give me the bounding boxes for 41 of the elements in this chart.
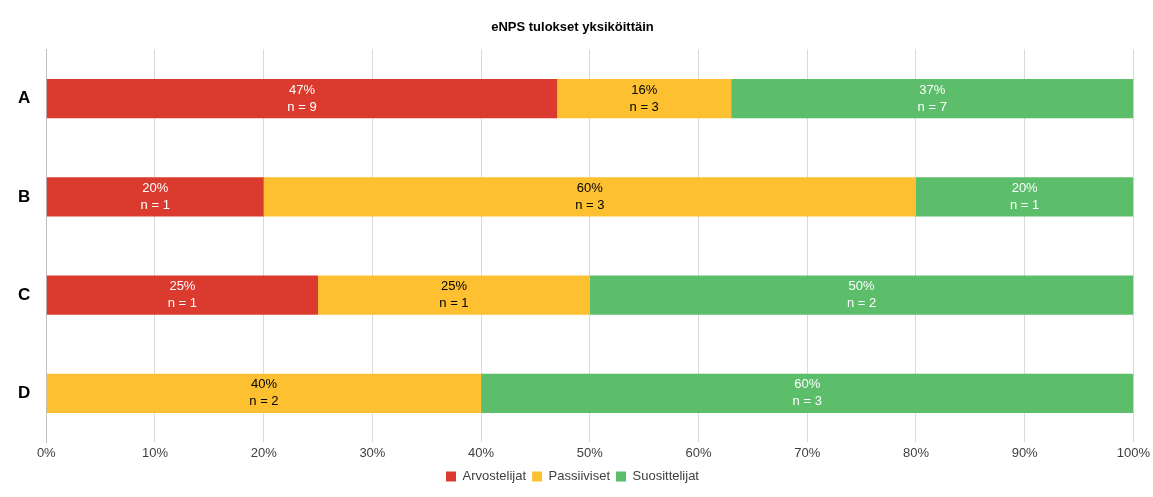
legend-label: Suosittelijat	[632, 468, 700, 484]
bar	[46, 79, 558, 119]
data-label: 47% n = 9	[287, 81, 317, 114]
bar	[46, 275, 319, 315]
bar	[263, 177, 916, 217]
data-label: 60% n = 3	[792, 376, 822, 409]
bar	[46, 373, 482, 413]
y-tick-label: D	[18, 382, 31, 402]
data-label: 50% n = 2	[846, 278, 877, 311]
y-tick-label: A	[18, 88, 31, 108]
legend-label: Passiiviset	[548, 468, 611, 484]
bar	[557, 79, 732, 119]
data-label: 16% n = 3	[629, 81, 659, 114]
x-tick-label: 50%	[576, 444, 604, 460]
x-tick-label: 20%	[250, 444, 278, 460]
bar	[481, 373, 1134, 413]
bar	[589, 275, 1134, 315]
bar	[731, 79, 1134, 119]
data-label: 20% n = 1	[1010, 179, 1040, 212]
x-tick-label: 90%	[1011, 444, 1039, 460]
x-tick-label: 10%	[141, 444, 169, 460]
legend-label: Arvostelijat	[462, 468, 527, 484]
x-tick-label: 60%	[685, 444, 712, 460]
x-tick-label: 100%	[1116, 444, 1151, 460]
bar	[318, 275, 590, 315]
y-tick-label: B	[18, 186, 31, 206]
chart-title: eNPS tulokset yksiköittäin	[491, 19, 654, 35]
x-tick-label: 70%	[794, 444, 821, 460]
data-label: 20% n = 1	[140, 179, 170, 212]
data-label: 40% n = 2	[249, 376, 279, 409]
data-label: 60% n = 3	[575, 179, 605, 212]
x-tick-label: 80%	[902, 444, 930, 460]
data-label: 37% n = 7	[917, 81, 947, 114]
x-tick-label: 40%	[468, 444, 495, 460]
data-label: 25% n = 1	[439, 278, 469, 311]
data-label: 25% n = 1	[167, 278, 198, 311]
y-tick-label: C	[18, 284, 31, 304]
x-tick-label: 0%	[36, 444, 57, 460]
bar	[46, 177, 264, 217]
x-tick-label: 30%	[359, 444, 386, 460]
bar	[915, 177, 1134, 217]
